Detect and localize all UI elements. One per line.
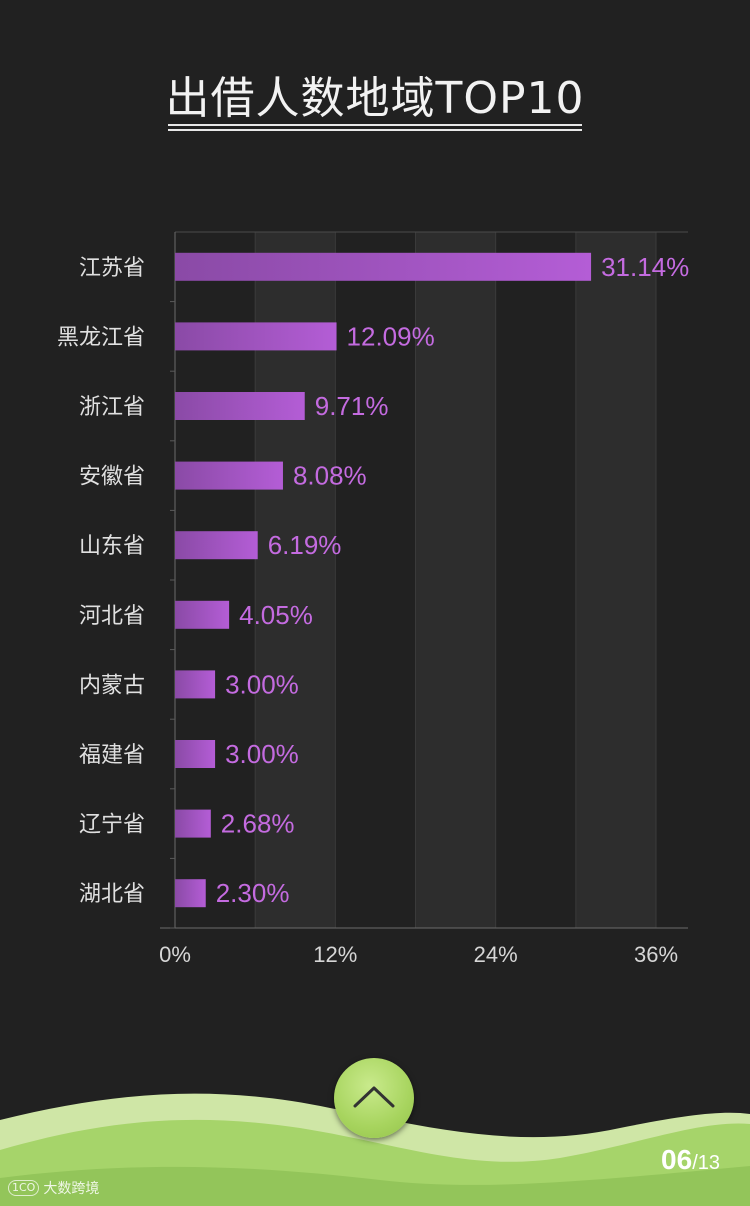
category-label: 山东省 [79, 534, 145, 559]
x-tick-label: 24% [474, 942, 518, 967]
bar [175, 461, 283, 490]
category-label: 辽宁省 [79, 813, 145, 838]
value-label: 2.30% [216, 878, 290, 908]
value-label: 9.71% [315, 391, 389, 421]
page-indicator: 06/13 [661, 1144, 720, 1176]
title-underline-top [168, 124, 582, 126]
value-label: 12.09% [347, 321, 435, 351]
decorative-waves [0, 1093, 750, 1206]
bar [175, 252, 592, 281]
bar-chart: 江苏省 31.14% 黑龙江省 12.09% 浙江省 9.71% 安徽省 8.08% 山东省 6.… [57, 231, 689, 967]
category-label: 湖北省 [79, 882, 145, 907]
x-tick-label: 0% [159, 942, 191, 967]
title-underline-bottom [168, 129, 582, 131]
value-label: 3.00% [225, 669, 299, 699]
x-tick-label: 12% [313, 942, 357, 967]
watermark: 1CO 大数跨境 [8, 1178, 99, 1198]
category-label: 安徽省 [79, 465, 145, 490]
grid-band [415, 232, 496, 928]
grid-band [575, 232, 656, 928]
watermark-text: 大数跨境 [43, 1181, 100, 1197]
value-label: 31.14% [601, 252, 689, 282]
value-label: 6.19% [268, 530, 342, 560]
bar [175, 322, 337, 351]
bar [175, 809, 211, 838]
value-label: 3.00% [225, 739, 299, 769]
value-label: 8.08% [293, 461, 367, 491]
bar [175, 879, 206, 908]
page-title: 出借人数地域TOP10 [165, 73, 585, 124]
scroll-up-button[interactable] [334, 1058, 414, 1138]
watermark-logo: 1CO [8, 1180, 40, 1196]
value-label: 4.05% [239, 600, 313, 630]
x-tick-label: 36% [634, 942, 678, 967]
category-label: 福建省 [79, 743, 145, 768]
category-label: 黑龙江省 [57, 325, 145, 350]
bar [175, 531, 258, 560]
category-label: 浙江省 [79, 395, 145, 420]
bar [175, 740, 216, 768]
chevron-up-icon [353, 1086, 395, 1108]
value-label: 2.68% [221, 809, 295, 839]
bar [175, 600, 230, 629]
bar [175, 670, 216, 699]
bar [175, 392, 305, 420]
page-total: /13 [692, 1152, 720, 1174]
category-label: 河北省 [79, 604, 145, 629]
category-label: 内蒙古 [79, 673, 145, 698]
category-label: 江苏省 [79, 256, 145, 281]
page-current: 06 [661, 1144, 693, 1175]
